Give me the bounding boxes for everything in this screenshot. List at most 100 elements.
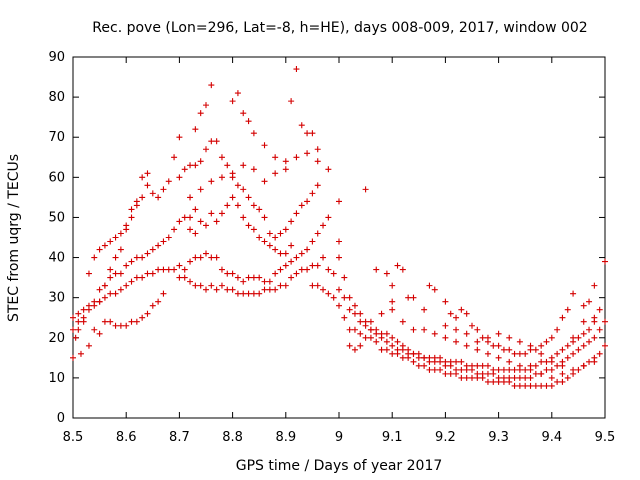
- x-axis-title: GPS time / Days of year 2017: [236, 458, 443, 474]
- data-point: [564, 342, 571, 349]
- data-point: [133, 274, 140, 281]
- data-point: [421, 354, 428, 361]
- data-point: [405, 294, 412, 301]
- data-point: [240, 278, 247, 285]
- data-point: [266, 278, 273, 285]
- data-point: [75, 318, 82, 325]
- data-point: [500, 366, 507, 373]
- data-point: [70, 354, 76, 361]
- data-point: [586, 326, 593, 333]
- data-point: [218, 266, 225, 273]
- data-point: [272, 286, 279, 293]
- data-point: [224, 270, 231, 277]
- data-point: [192, 126, 199, 133]
- data-point: [144, 170, 151, 177]
- data-point: [596, 306, 603, 313]
- x-axis: 8.5 8.6 8.7 8.8 8.9 9 9.1 9.2 9.3 9.4 9.5: [63, 57, 616, 445]
- data-point: [91, 326, 98, 333]
- data-point: [469, 362, 475, 369]
- data-point: [80, 306, 87, 313]
- x-tick-label: 9.4: [541, 430, 562, 445]
- data-point: [564, 306, 571, 313]
- x-tick-label: 9.5: [595, 430, 616, 445]
- data-point: [532, 370, 539, 377]
- data-points: [70, 66, 608, 389]
- data-point: [171, 154, 178, 161]
- data-point: [410, 350, 417, 357]
- data-point: [367, 334, 374, 341]
- data-point: [336, 254, 342, 261]
- data-point: [187, 226, 194, 233]
- data-point: [580, 342, 587, 349]
- data-point: [421, 326, 428, 333]
- data-point: [410, 326, 417, 333]
- data-point: [96, 330, 103, 337]
- data-point: [495, 374, 502, 381]
- data-point: [261, 278, 268, 285]
- data-point: [250, 226, 257, 233]
- data-point: [383, 338, 390, 345]
- data-point: [133, 254, 140, 261]
- data-point: [112, 270, 119, 277]
- data-point: [575, 366, 582, 373]
- data-point: [117, 246, 124, 253]
- data-point: [256, 290, 263, 297]
- data-point: [421, 362, 428, 369]
- data-point: [309, 262, 316, 269]
- data-point: [336, 286, 342, 293]
- data-point: [596, 350, 603, 357]
- data-point: [336, 238, 342, 245]
- data-point: [410, 358, 417, 365]
- data-point: [155, 194, 162, 201]
- data-point: [543, 358, 550, 365]
- data-point: [288, 98, 295, 105]
- data-point: [474, 326, 481, 333]
- data-point: [314, 262, 321, 269]
- data-point: [224, 286, 231, 293]
- data-point: [213, 138, 220, 145]
- data-point: [224, 162, 231, 169]
- data-point: [554, 326, 561, 333]
- data-point: [261, 178, 268, 185]
- data-point: [245, 274, 252, 281]
- y-tick-label: 20: [48, 331, 65, 346]
- data-point: [341, 294, 348, 301]
- data-point: [463, 342, 470, 349]
- data-point: [160, 266, 167, 273]
- data-point: [325, 290, 332, 297]
- data-point: [304, 130, 311, 137]
- data-point: [213, 286, 220, 293]
- data-point: [149, 270, 156, 277]
- data-point: [165, 266, 172, 273]
- x-tick-label: 8.7: [169, 430, 190, 445]
- data-point: [298, 250, 305, 257]
- data-point: [453, 358, 460, 365]
- data-point: [373, 338, 380, 345]
- data-point: [469, 322, 475, 329]
- data-point: [522, 382, 529, 389]
- data-point: [522, 374, 529, 381]
- data-point: [532, 346, 539, 353]
- data-point: [208, 282, 215, 289]
- data-point: [399, 318, 406, 325]
- data-point: [543, 366, 550, 373]
- data-point: [586, 298, 593, 305]
- data-point: [357, 330, 364, 337]
- data-point: [351, 310, 358, 317]
- data-point: [511, 382, 518, 389]
- data-point: [490, 366, 497, 373]
- data-point: [453, 366, 460, 373]
- data-point: [213, 218, 220, 225]
- data-point: [410, 294, 417, 301]
- data-point: [389, 306, 396, 313]
- data-point: [325, 266, 332, 273]
- data-point: [591, 334, 598, 341]
- data-point: [208, 178, 215, 185]
- data-point: [575, 346, 582, 353]
- data-point: [208, 254, 215, 261]
- data-point: [314, 146, 321, 153]
- data-point: [176, 134, 183, 141]
- data-point: [277, 230, 284, 237]
- data-point: [261, 142, 268, 149]
- data-point: [112, 322, 119, 329]
